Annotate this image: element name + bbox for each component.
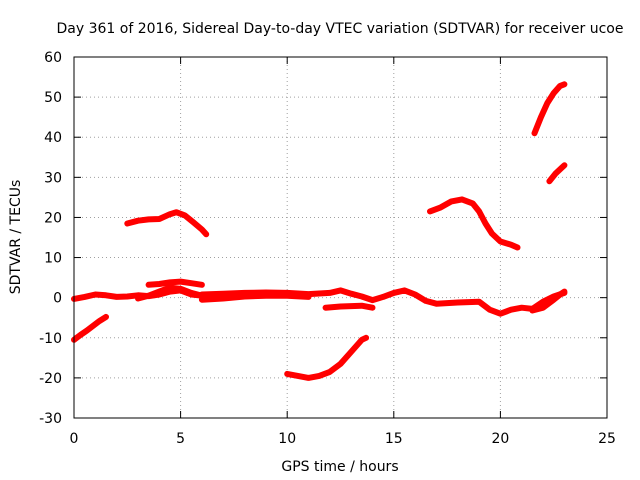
y-tick-label: 10 (44, 251, 62, 267)
grid (74, 57, 607, 418)
data-series (71, 81, 568, 381)
plot-frame (73, 56, 608, 419)
y-tick-label: 40 (44, 130, 62, 146)
x-tick-label: 25 (598, 431, 616, 447)
y-tick-label: 60 (44, 50, 62, 66)
y-axis: -30 -20 -10 0 10 20 30 40 50 60 (39, 50, 607, 427)
x-tick-label: 0 (70, 431, 79, 447)
x-axis: 0 5 10 15 20 25 (70, 57, 616, 447)
series-arc-11 (531, 81, 568, 137)
series-arc-10 (427, 196, 521, 251)
x-tick-label: 15 (385, 431, 403, 447)
y-tick-label: -20 (39, 371, 62, 387)
y-tick-label: 20 (44, 210, 62, 226)
x-axis-label: GPS time / hours (281, 459, 398, 475)
y-axis-label: SDTVAR / TECUs (8, 180, 24, 295)
y-tick-label: 50 (44, 90, 62, 106)
x-tick-label: 5 (176, 431, 185, 447)
series-arc-4 (145, 278, 205, 288)
y-tick-label: 0 (53, 291, 62, 307)
x-tick-label: 10 (278, 431, 296, 447)
chart-title: Day 361 of 2016, Sidereal Day-to-day VTE… (57, 21, 624, 37)
y-tick-label: -30 (39, 411, 62, 427)
series-arc-12 (546, 162, 568, 185)
series-arc-13 (529, 288, 568, 314)
x-tick-label: 20 (491, 431, 509, 447)
series-arc-8 (322, 302, 376, 311)
series-arc-9 (284, 334, 370, 381)
y-tick-label: 30 (44, 170, 62, 186)
y-tick-label: -10 (39, 331, 62, 347)
series-arc-1 (71, 313, 109, 343)
series-arc-7 (198, 292, 312, 303)
series-arc-5 (135, 284, 205, 302)
series-arc-3 (124, 209, 210, 238)
